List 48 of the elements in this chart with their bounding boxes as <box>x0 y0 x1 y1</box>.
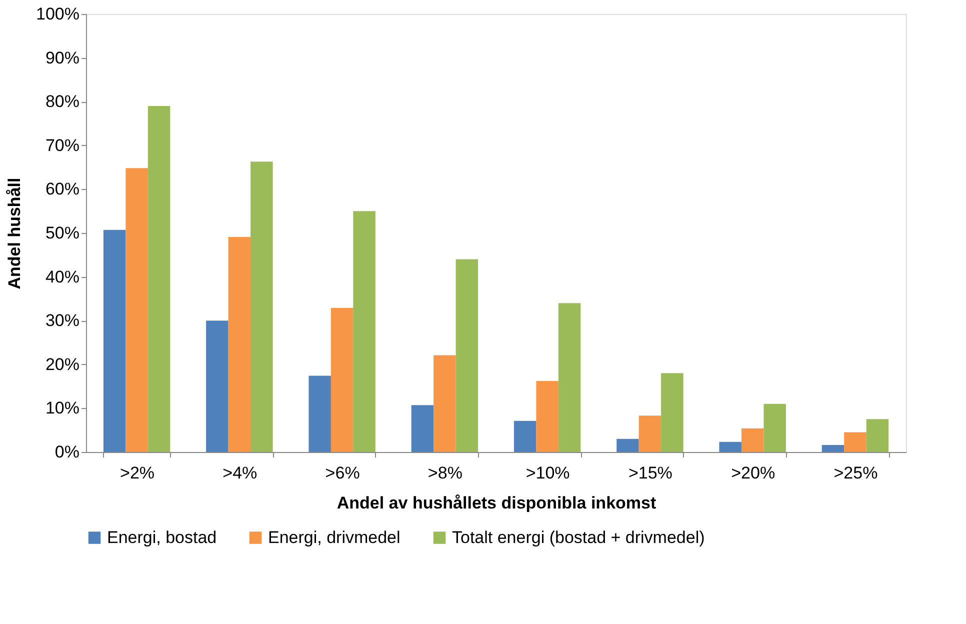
bar <box>434 355 456 452</box>
x-tick-label: >10% <box>526 464 570 482</box>
bar <box>148 106 170 452</box>
bar <box>616 438 639 452</box>
y-tick-label: 50% <box>45 224 80 242</box>
x-tick-label: >15% <box>628 464 672 482</box>
legend-label: Totalt energi (bostad + drivmedel) <box>452 528 705 547</box>
bar <box>411 405 434 452</box>
bar <box>126 168 148 452</box>
y-tick-label: 60% <box>45 180 80 199</box>
y-tick-label: 40% <box>45 267 80 286</box>
x-tick-label: >2% <box>120 464 155 482</box>
bar <box>638 416 662 452</box>
bar <box>456 259 478 452</box>
y-tick-label: 10% <box>45 398 80 418</box>
y-tick-label: 20% <box>45 354 80 374</box>
x-tick-label: >8% <box>428 464 462 482</box>
x-tick-label: >20% <box>731 464 776 482</box>
y-tick-label: 70% <box>45 136 80 155</box>
y-tick-label: 30% <box>45 311 80 330</box>
y-tick-label: 100% <box>36 4 80 24</box>
y-tick-label: 90% <box>45 48 80 68</box>
bar <box>719 442 742 452</box>
bar <box>514 420 536 452</box>
bar <box>250 162 273 452</box>
bar <box>228 236 251 452</box>
bar <box>764 404 786 452</box>
legend-label: Energi, drivmedel <box>268 528 400 547</box>
bar <box>206 320 228 452</box>
bar <box>822 444 844 452</box>
bar <box>741 428 764 452</box>
bar <box>103 230 126 452</box>
y-axis-title: Andel hushåll <box>5 178 24 290</box>
x-tick-label: >4% <box>222 464 258 482</box>
y-tick-label: 80% <box>45 92 80 112</box>
bar <box>353 211 376 452</box>
bar <box>844 432 866 452</box>
y-tick-label: 0% <box>54 442 80 462</box>
bar <box>866 419 889 452</box>
bar <box>330 308 354 452</box>
legend-label: Energi, bostad <box>107 528 217 547</box>
x-tick-label: >6% <box>325 464 360 482</box>
bar <box>536 381 558 452</box>
bar <box>661 373 684 452</box>
x-tick-label: >25% <box>834 464 878 482</box>
x-axis-title: Andel av hushållets disponibla inkomst <box>336 494 656 512</box>
bar <box>558 303 581 452</box>
bar <box>308 376 331 452</box>
